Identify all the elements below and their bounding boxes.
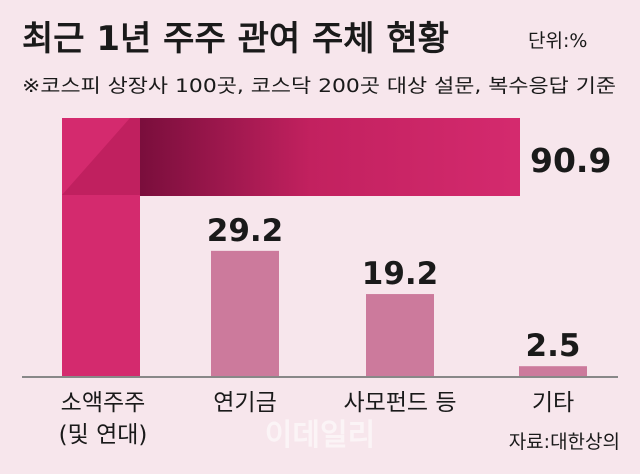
unit-label: 단위:% [528,30,587,52]
bar-sojeok-corner [62,118,140,195]
value-label-pension: 29.2 [207,213,284,249]
bar-pef [366,294,434,377]
bar-sojeok-horizontal [140,118,520,196]
chart-subtitle: ※코스피 상장사 100곳, 코스닥 200곳 대상 설문, 복수응답 기준 [22,75,616,97]
category-label-pension: 연기금 [213,390,276,416]
source-note: 자료:대한상의 [509,431,620,453]
category-label-sojeok-line1: 소액주주 [61,390,146,416]
category-label-etc: 기타 [532,390,574,416]
chart-title: 최근 1년 주주 관여 주체 현황 [22,19,449,59]
category-label-sojeok-line2: (및 연대) [59,422,148,448]
bar-pension [211,250,279,377]
value-label-etc: 2.5 [526,328,581,364]
bar-etc [519,366,587,377]
bar-sojeok-end [510,118,520,196]
bars-group: 90.9 29.2 19.2 2.5 [207,141,611,377]
value-label-pef: 19.2 [362,256,439,292]
watermark: 이데일리 [265,418,375,453]
value-label-sojeok: 90.9 [530,141,611,180]
category-label-pef: 사모펀드 등 [343,390,456,416]
